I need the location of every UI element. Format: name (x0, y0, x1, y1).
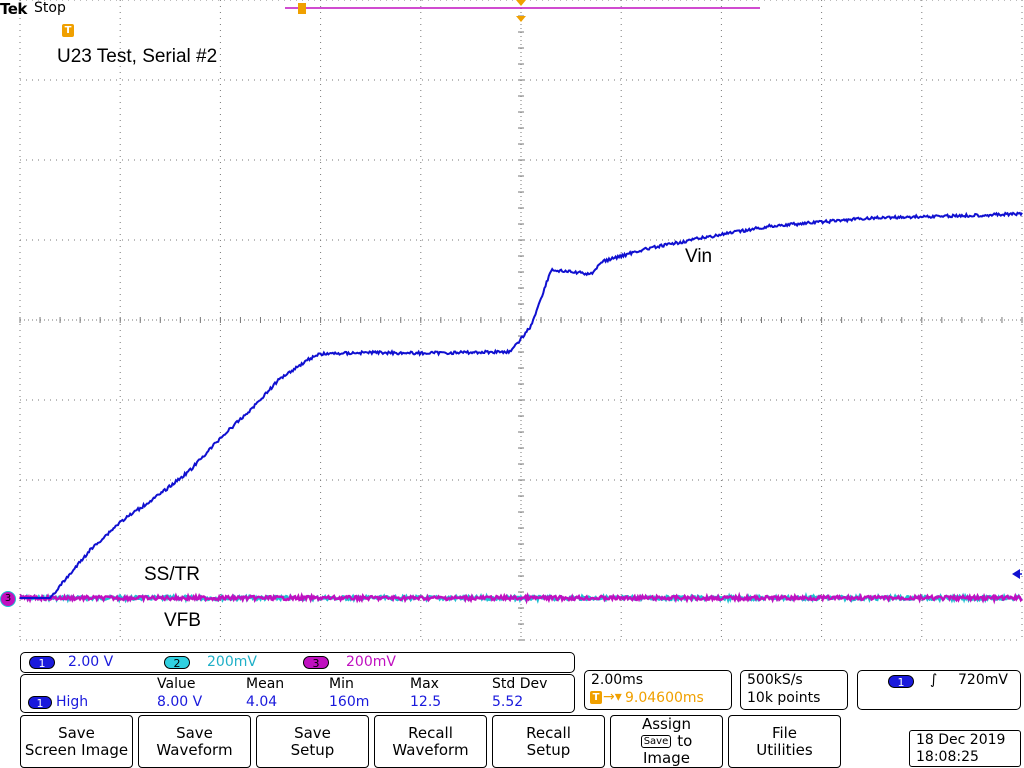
timebase-scale: 2.00ms (591, 672, 644, 688)
trigger-marker-icon: T (62, 24, 74, 37)
ground-marker-label: 3 (4, 593, 12, 604)
measurement-header-stddev: Std Dev (492, 676, 548, 692)
button-line: Setup (290, 740, 335, 759)
button-line: Utilities (756, 740, 813, 759)
measurement-name: High (56, 694, 89, 710)
measurement-stddev: 5.52 (492, 694, 524, 710)
save-waveform-button[interactable]: Save Waveform (138, 715, 251, 768)
save-setup-button[interactable]: Save Setup (256, 715, 369, 768)
waveform-traces (18, 211, 1023, 605)
file-utilities-button[interactable]: File Utilities (728, 715, 841, 768)
graticule (19, 0, 1023, 641)
ground-marker-ch3: 3 (0, 591, 16, 607)
recall-waveform-button[interactable]: Recall Waveform (374, 715, 487, 768)
trigger-marker-label: T (64, 25, 72, 36)
trace-ch3 (18, 591, 1023, 605)
measurement-mean: 4.04 (246, 694, 278, 710)
button-line: Save (176, 723, 213, 742)
trigger-offset-icon: T (590, 691, 602, 704)
button-line: Setup (526, 740, 571, 759)
button-line: Assign (641, 715, 692, 733)
acquisition-status: Stop (34, 0, 66, 16)
trigger-panel[interactable]: 1 ∫ 720mV (857, 670, 1021, 710)
plot-title: U23 Test, Serial #2 (57, 46, 218, 67)
save-key-icon: Save (640, 735, 672, 748)
measurement-panel[interactable] (20, 674, 575, 713)
time: 18:08:25 (916, 749, 979, 765)
timebase-panel[interactable]: 2.00ms T →▾ 9.04600ms (584, 670, 732, 710)
record-view-marker (298, 3, 306, 14)
ch1-scale: 2.00 V (68, 654, 114, 670)
datetime-panel: 18 Dec 2019 18:08:25 (909, 730, 1021, 767)
position-markers (285, 0, 1022, 579)
vfb-label: VFB (164, 610, 201, 631)
sstr-label: SS/TR (144, 564, 200, 585)
button-line: Waveform (392, 740, 469, 759)
acquisition-panel[interactable]: 500kS/s 10k points (740, 670, 848, 710)
sample-rate: 500kS/s (747, 672, 803, 688)
measurement-min: 160m (329, 694, 370, 710)
button-line: File (771, 723, 798, 742)
channel-scale-bar[interactable]: 1 2.00 V 2 200mV 3 200mV (20, 652, 575, 673)
button-line: Save (294, 723, 331, 742)
recall-setup-button[interactable]: Recall Setup (492, 715, 605, 768)
button-line: Save (58, 723, 95, 742)
trigger-offset-arrow-icon: →▾ (603, 689, 622, 705)
record-length: 10k points (747, 690, 821, 706)
button-line: Image (643, 749, 690, 767)
measurement-source-badge: 1 (28, 696, 52, 710)
measurement-header-max: Max (410, 676, 439, 692)
measurement-header-mean: Mean (246, 676, 285, 692)
measurement-value: 8.00 V (157, 694, 203, 710)
rising-edge-icon: ∫ (930, 672, 938, 688)
button-line: to (677, 732, 693, 750)
save-screen-image-button[interactable]: Save Screen Image (20, 715, 133, 768)
trigger-position-icon (516, 16, 526, 22)
brand-logo: Tek (0, 0, 27, 18)
measurement-header-min: Min (329, 676, 354, 692)
trigger-offset: 9.04600ms (625, 690, 704, 706)
trace-ch1 (49, 211, 1023, 600)
ch3-badge[interactable]: 3 (303, 656, 329, 670)
waveform-display (18, 0, 1023, 641)
trigger-position-top-icon (516, 0, 526, 6)
ch1-badge[interactable]: 1 (29, 656, 55, 670)
trigger-source-badge: 1 (888, 675, 914, 689)
ch2-badge[interactable]: 2 (164, 656, 190, 670)
ch3-scale: 200mV (346, 654, 396, 670)
ch2-scale: 200mV (207, 654, 257, 670)
date: 18 Dec 2019 (916, 732, 1006, 748)
button-line: Recall (526, 723, 571, 742)
assign-save-to-image-button[interactable]: Assign Save to Image (610, 715, 723, 768)
button-line: Recall (408, 723, 453, 742)
measurement-header-value: Value (157, 676, 196, 692)
vin-label: Vin (685, 246, 713, 267)
button-line: Waveform (156, 740, 233, 759)
button-line: Screen Image (24, 740, 129, 759)
trigger-level: 720mV (958, 672, 1008, 688)
measurement-max: 12.5 (410, 694, 442, 710)
